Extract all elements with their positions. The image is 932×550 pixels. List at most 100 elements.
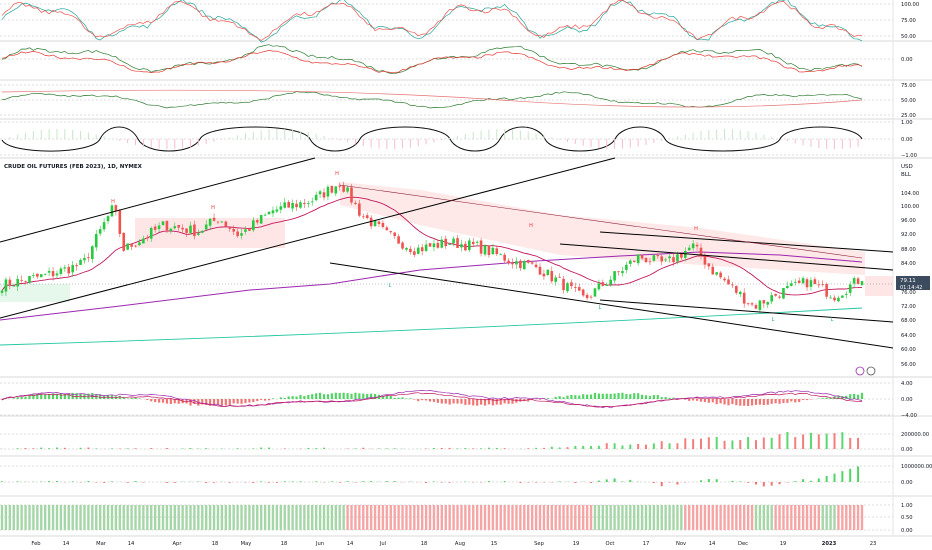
- candle-body: [181, 227, 184, 230]
- open-interest-bar: [205, 482, 208, 483]
- macd-histogram-bar: [652, 395, 655, 399]
- candle-body: [122, 232, 126, 251]
- macd-histogram-bar: [527, 399, 530, 402]
- macd-panel: [0, 390, 864, 409]
- macd-histogram-bar: [523, 399, 526, 401]
- trend-strip-bar: [43, 505, 47, 530]
- candle-body: [750, 303, 754, 305]
- open-interest-bar: [110, 481, 113, 482]
- candle-body: [801, 278, 805, 284]
- open-interest-bar: [252, 482, 255, 483]
- trend-strip-bar: [519, 505, 522, 530]
- trend-strip-bar: [405, 505, 408, 530]
- trend-strip-bar: [385, 505, 389, 530]
- trend-strip-bar: [719, 505, 722, 530]
- trend-strip-bar: [322, 505, 326, 530]
- dividend-icon[interactable]: [855, 366, 865, 376]
- trend-strip-bar: [640, 505, 644, 530]
- y-tick-label: 200000.00: [901, 432, 929, 438]
- candle-body: [87, 257, 90, 259]
- trend-strip-bar: [684, 505, 687, 530]
- price-tag-value: 79.11: [900, 278, 916, 284]
- trend-strip-bar: [205, 505, 208, 530]
- volume-bar: [794, 437, 797, 449]
- candle-body: [405, 247, 408, 250]
- volume-bar: [731, 440, 734, 449]
- x-tick-label: Sep: [534, 541, 544, 547]
- price-tag-countdown: 01:14:42: [900, 285, 922, 291]
- trend-strip-bar: [0, 505, 4, 530]
- candle-body: [778, 296, 781, 298]
- event-icons[interactable]: [855, 366, 876, 376]
- macd-histogram-bar: [727, 399, 730, 406]
- macd-histogram-bar: [91, 392, 94, 399]
- candle-body: [248, 228, 251, 231]
- candle-body: [138, 242, 141, 246]
- macd-histogram-bar: [185, 399, 188, 404]
- macd-histogram-bar: [688, 399, 691, 401]
- trend-strip-bar: [59, 505, 63, 530]
- trend-strip-bar: [102, 505, 106, 530]
- macd-histogram-bar: [51, 393, 55, 399]
- open-interest-bar: [629, 479, 632, 482]
- open-interest-bar: [809, 480, 812, 482]
- candle-body: [790, 283, 793, 286]
- trend-strip-bar: [609, 505, 612, 530]
- macd-histogram-bar: [295, 396, 298, 399]
- open-interest-bar: [778, 482, 781, 485]
- macd-histogram-bar: [256, 399, 259, 402]
- candle-body: [346, 187, 349, 192]
- trend-strip-bar: [8, 505, 12, 530]
- price-candles: [0, 181, 893, 313]
- macd-histogram-bar: [570, 394, 573, 399]
- trend-strip-bar: [134, 505, 137, 530]
- macd-histogram-bar: [287, 396, 290, 399]
- macd-histogram-bar: [315, 393, 318, 399]
- candle-body: [326, 186, 330, 197]
- trend-strip-bar: [664, 505, 667, 530]
- trend-strip-bar: [621, 505, 624, 530]
- macd-histogram-bar: [126, 398, 129, 399]
- candle-body: [91, 246, 94, 260]
- open-interest-bar: [770, 482, 773, 486]
- trend-strip-bar: [578, 505, 581, 530]
- earnings-icon[interactable]: [866, 366, 876, 376]
- candle-body: [809, 280, 813, 287]
- trend-strip-bar: [589, 505, 593, 530]
- macd-histogram-bar: [476, 399, 479, 406]
- volume-bar: [574, 445, 577, 449]
- candle-body: [542, 273, 546, 277]
- volume-bar: [833, 433, 836, 449]
- candle-body: [342, 185, 345, 192]
- candle-body: [98, 229, 102, 234]
- trend-strip-bar: [424, 505, 428, 530]
- volume-bar: [841, 432, 844, 449]
- macd-histogram-bar: [24, 396, 27, 399]
- volume-bar: [16, 448, 19, 449]
- macd-histogram-bar: [562, 397, 565, 399]
- trend-strip-bar: [440, 505, 444, 530]
- open-interest-bar: [762, 482, 765, 487]
- macd-histogram-bar: [240, 399, 243, 404]
- candle-body: [130, 243, 133, 247]
- candle-body: [79, 259, 82, 265]
- candle-body: [55, 273, 59, 276]
- candle-body: [59, 268, 63, 274]
- macd-histogram-bar: [326, 394, 330, 399]
- candle-body: [821, 284, 825, 285]
- volume-bar: [590, 445, 593, 449]
- trend-strip-bar: [703, 505, 707, 530]
- candle-body: [797, 280, 801, 283]
- trend-strip-bar: [805, 505, 809, 530]
- candle-body: [471, 241, 475, 245]
- y-tick-label: 88.00: [901, 247, 916, 253]
- volume-bar: [79, 447, 82, 449]
- macd-histogram-bar: [224, 399, 227, 406]
- trend-strip-bar: [841, 505, 844, 530]
- open-interest-bar: [40, 481, 43, 482]
- macd-histogram-bar: [472, 399, 475, 406]
- candle-body: [283, 202, 287, 208]
- volume-bar: [315, 448, 318, 449]
- macd-histogram-bar: [248, 399, 251, 403]
- macd-histogram-bar: [381, 396, 385, 399]
